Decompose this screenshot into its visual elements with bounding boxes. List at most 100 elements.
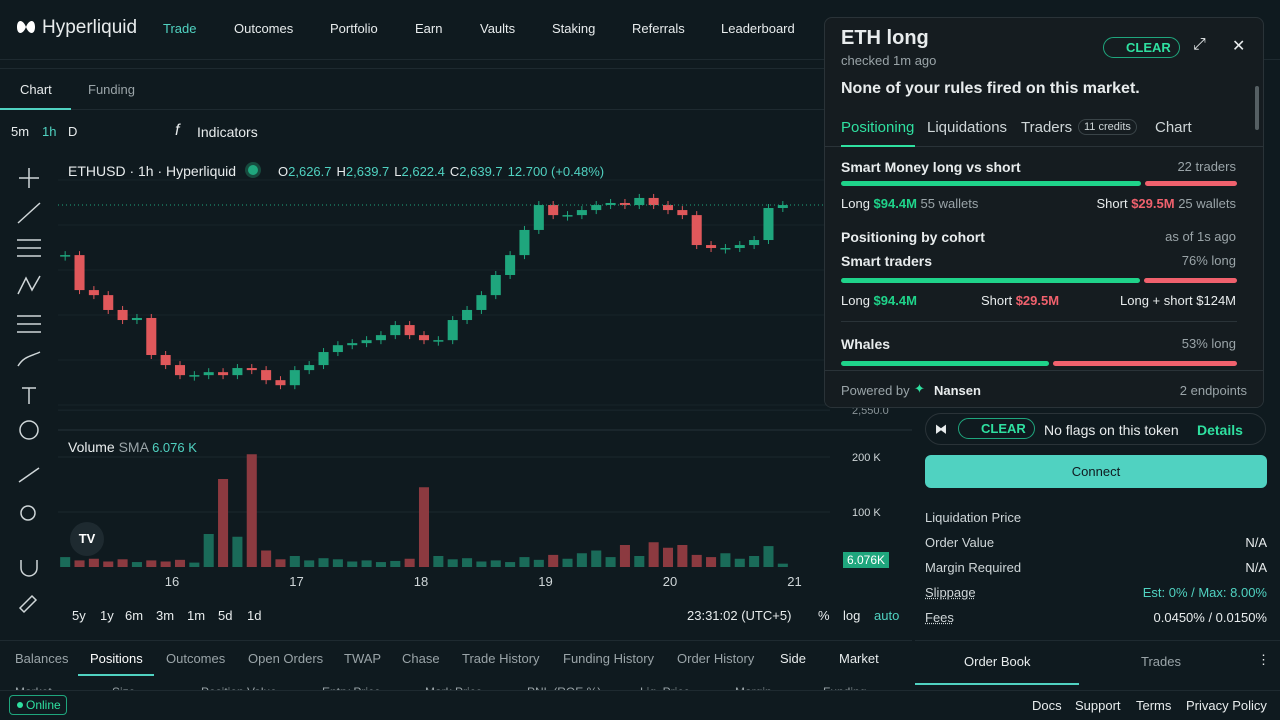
volume-bar	[131, 562, 142, 567]
volume-bar	[619, 545, 630, 567]
bottom-tab[interactable]: Positions	[90, 651, 143, 666]
range-button[interactable]: 3m	[156, 608, 175, 623]
bottom-panel: Balances Positions Outcomes Open Orders TWAP…	[0, 640, 912, 690]
nav-link[interactable]: Staking	[552, 21, 596, 36]
bottom-tab[interactable]: Funding History	[563, 651, 655, 666]
footer-link[interactable]: Terms	[1136, 698, 1172, 713]
candle-body	[662, 205, 674, 211]
nav-link[interactable]: Referrals	[632, 21, 685, 36]
footer-link[interactable]: Privacy Policy	[1186, 698, 1267, 713]
volume-bar	[74, 560, 85, 567]
chart-area: 2,550.0 200 K 100 K 16 17 18 19 20 21	[58, 179, 912, 589]
tab[interactable]: Chart	[1155, 119, 1192, 136]
column-header: Liq. Price	[640, 685, 690, 690]
volume-bar	[749, 556, 760, 567]
candle-body	[146, 317, 157, 356]
volume-bar	[232, 536, 243, 567]
column-header: Funding	[823, 685, 866, 690]
row-label: Slippage	[925, 585, 976, 600]
ohlc-change: 12.700 (+0.48%)	[507, 164, 605, 179]
tab[interactable]: Order Book	[964, 654, 1031, 669]
tab[interactable]: Positioning	[841, 119, 915, 136]
indicators[interactable]: Indicators	[197, 124, 258, 140]
nav-link[interactable]: Leaderboard	[721, 21, 795, 36]
volume-bar	[706, 557, 717, 567]
bottom-tab[interactable]: Outcomes	[166, 651, 226, 666]
auto[interactable]: auto	[874, 608, 900, 623]
candle-body	[88, 290, 99, 296]
candle-body	[347, 343, 358, 346]
candle-body	[619, 202, 630, 206]
nav-link[interactable]: Outcomes	[234, 21, 294, 36]
y-tick-label: 100 K	[852, 507, 881, 519]
x-tick-label: 20	[663, 574, 677, 589]
nav-link[interactable]: Vaults	[480, 21, 516, 36]
tab[interactable]: Traders	[1021, 119, 1073, 136]
log[interactable]: log	[843, 608, 861, 623]
candle-body	[60, 255, 71, 257]
tv-logo: TV	[70, 522, 104, 556]
x-tick-label: 18	[414, 574, 428, 589]
volume-bar	[318, 558, 329, 567]
volume-bar	[476, 561, 487, 567]
side[interactable]: Side	[780, 651, 807, 666]
bottom-tab[interactable]: Order History	[677, 651, 755, 666]
tab[interactable]: Chart	[20, 82, 52, 97]
range-button[interactable]: 6m	[125, 608, 144, 623]
bottom-tab[interactable]: TWAP	[344, 651, 382, 666]
tab-underline	[78, 674, 154, 676]
nav-link[interactable]: Trade	[163, 21, 197, 36]
volume-bar	[447, 559, 458, 567]
bottom-tab[interactable]: Chase	[402, 651, 440, 666]
expand[interactable]: ⤢	[1193, 36, 1206, 53]
connect-button[interactable]: Connect	[925, 455, 1267, 488]
range-button[interactable]: 1d	[247, 608, 262, 623]
range-button[interactable]: 1y	[100, 608, 114, 623]
volume-bar	[332, 559, 343, 567]
candle-body	[433, 340, 444, 342]
ohlc-value: 2,639.7	[345, 164, 390, 179]
ohlc-value: 2,626.7	[288, 164, 332, 179]
market[interactable]: Market	[839, 651, 879, 666]
footer-link[interactable]: Support	[1075, 698, 1121, 713]
nav-link[interactable]: Earn	[415, 21, 443, 36]
percent[interactable]: %	[818, 608, 830, 623]
candle-body	[246, 368, 257, 371]
interval[interactable]: 5m	[11, 124, 30, 139]
flags-row: ⧓ CLEAR No flags on this token Details	[925, 413, 1266, 445]
volume-bar	[763, 546, 774, 567]
candle-body	[706, 245, 717, 249]
candle-body	[289, 370, 300, 386]
range-button[interactable]: 5d	[218, 608, 233, 623]
volume-bar	[404, 558, 415, 567]
bottom-tab[interactable]: Balances	[15, 651, 69, 666]
logo-icon	[17, 21, 35, 33]
y-tick-label: 200 K	[852, 452, 881, 464]
interval[interactable]: 1h	[42, 124, 57, 139]
section-title: Positioning by cohort	[841, 229, 985, 245]
candle-body	[548, 205, 559, 216]
cohort-title: Smart traders	[841, 253, 933, 269]
tab[interactable]: Liquidations	[927, 119, 1008, 136]
nav-link[interactable]: Portfolio	[330, 21, 378, 36]
close[interactable]: ✕	[1232, 38, 1246, 55]
bottom-tab[interactable]: Open Orders	[248, 651, 324, 666]
fx-icon: f	[175, 122, 180, 139]
tab[interactable]: Funding	[88, 82, 135, 97]
range-button[interactable]: 5y	[72, 608, 86, 623]
candle-body	[332, 345, 343, 353]
volume-bar	[548, 554, 559, 567]
volume-bar	[605, 557, 616, 567]
range-button[interactable]: 1m	[187, 608, 206, 623]
footer-link[interactable]: Docs	[1032, 698, 1062, 713]
short-bar	[1144, 181, 1237, 186]
tab[interactable]: Trades	[1141, 654, 1181, 669]
candle-body	[275, 380, 286, 386]
candle-body	[304, 365, 315, 371]
details[interactable]: Details	[1197, 422, 1243, 438]
column-header: PNL (ROE %)	[527, 685, 601, 690]
trader-count: 22 traders	[1177, 159, 1236, 174]
bottom-tab[interactable]: Trade History	[462, 651, 540, 666]
powered-by: Powered by	[841, 383, 910, 398]
interval[interactable]: D	[68, 124, 78, 139]
